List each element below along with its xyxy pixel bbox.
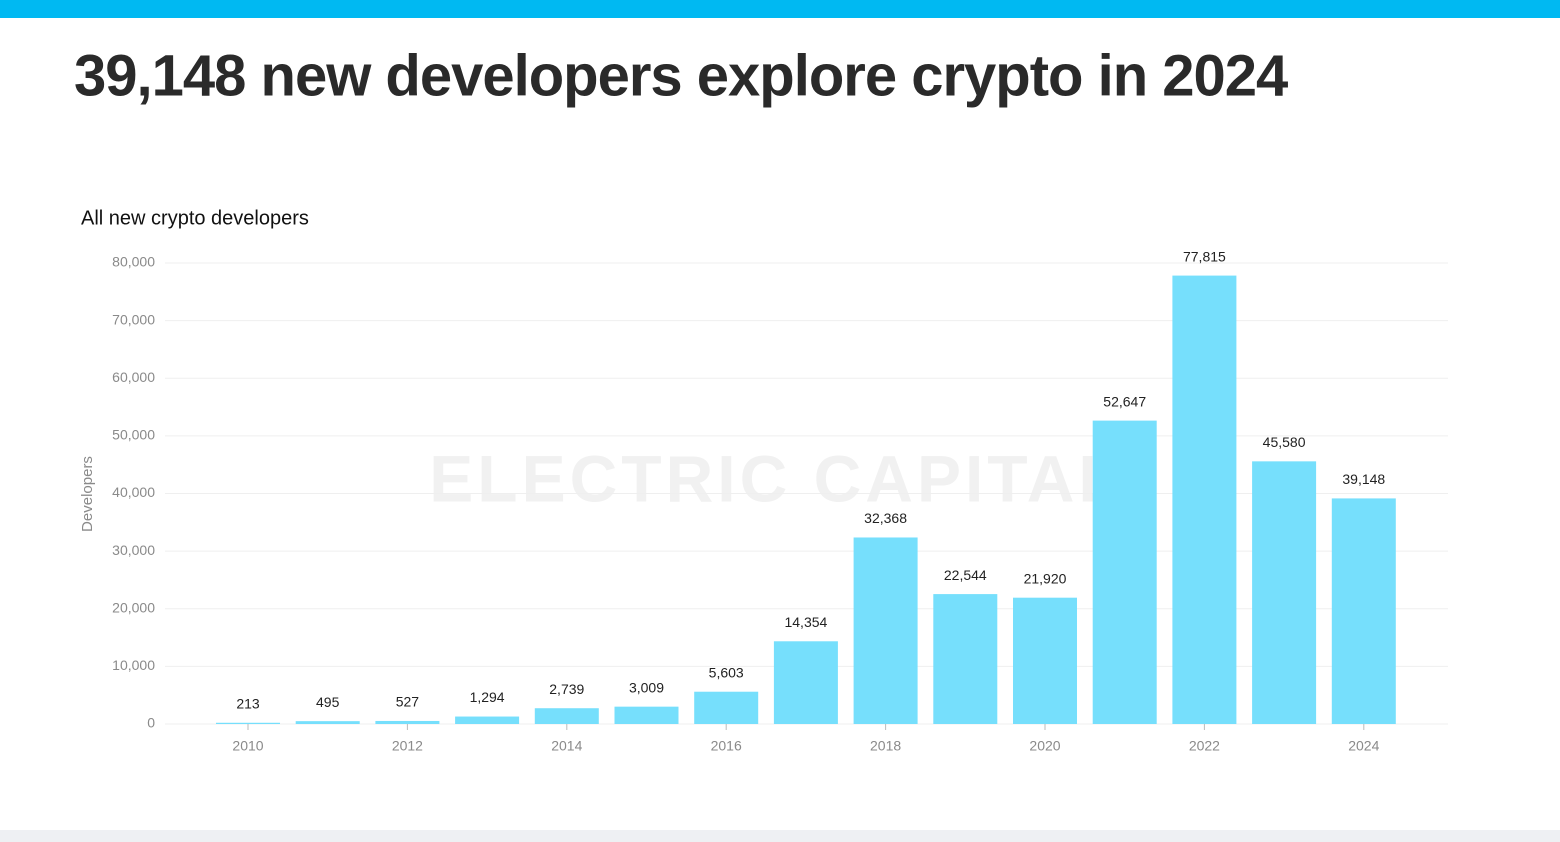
- x-tick-label: 2012: [392, 738, 423, 754]
- bar: [933, 594, 998, 724]
- bar: [1252, 461, 1317, 724]
- x-tick-label: 2016: [711, 738, 742, 754]
- value-label: 2,739: [549, 681, 584, 697]
- x-tick-label: 2018: [870, 738, 901, 754]
- x-tick-label: 2022: [1189, 738, 1220, 754]
- value-label: 21,920: [1024, 570, 1067, 586]
- bar: [694, 691, 759, 724]
- value-label: 3,009: [629, 679, 664, 695]
- bar: [455, 716, 520, 724]
- x-tick-label: 2010: [232, 738, 263, 754]
- bar: [773, 641, 838, 724]
- value-label: 32,368: [864, 510, 907, 526]
- top-band: [0, 0, 1560, 18]
- value-label: 5,603: [709, 664, 744, 680]
- x-tick-label: 2020: [1029, 738, 1060, 754]
- y-tick-label: 0: [147, 715, 155, 731]
- bar: [614, 706, 679, 724]
- y-axis-label: Developers: [79, 456, 96, 532]
- x-tick-label: 2014: [551, 738, 582, 754]
- bar: [375, 720, 440, 724]
- y-tick-label: 30,000: [112, 542, 155, 558]
- chart-title: All new crypto developers: [81, 207, 309, 229]
- y-tick-label: 70,000: [112, 311, 155, 327]
- value-label: 22,544: [944, 567, 987, 583]
- value-label: 45,580: [1263, 434, 1306, 450]
- bar: [295, 721, 360, 724]
- slide-title: 39,148 new developers explore crypto in …: [74, 43, 1288, 108]
- bar: [534, 708, 599, 724]
- y-tick-label: 40,000: [112, 484, 155, 500]
- value-label: 52,647: [1103, 393, 1146, 409]
- value-label: 77,815: [1183, 248, 1226, 264]
- bar: [1172, 275, 1237, 724]
- value-label: 39,148: [1342, 471, 1385, 487]
- value-label: 1,294: [470, 689, 505, 705]
- bottom-band: [0, 830, 1560, 842]
- bar: [216, 722, 280, 724]
- y-tick-label: 20,000: [112, 599, 155, 615]
- y-tick-label: 50,000: [112, 427, 155, 443]
- bar: [853, 537, 918, 724]
- value-label: 14,354: [784, 614, 827, 630]
- y-tick-label: 80,000: [112, 254, 155, 270]
- bar: [1331, 498, 1396, 724]
- bar: [1013, 597, 1077, 724]
- y-tick-label: 60,000: [112, 369, 155, 385]
- x-tick-label: 2024: [1348, 738, 1379, 754]
- value-label: 527: [396, 694, 420, 710]
- value-label: 213: [236, 695, 260, 711]
- value-label: 495: [316, 694, 340, 710]
- y-tick-label: 10,000: [112, 657, 155, 673]
- bar: [1092, 420, 1157, 724]
- watermark: ELECTRIC CAPITAL: [429, 441, 1122, 515]
